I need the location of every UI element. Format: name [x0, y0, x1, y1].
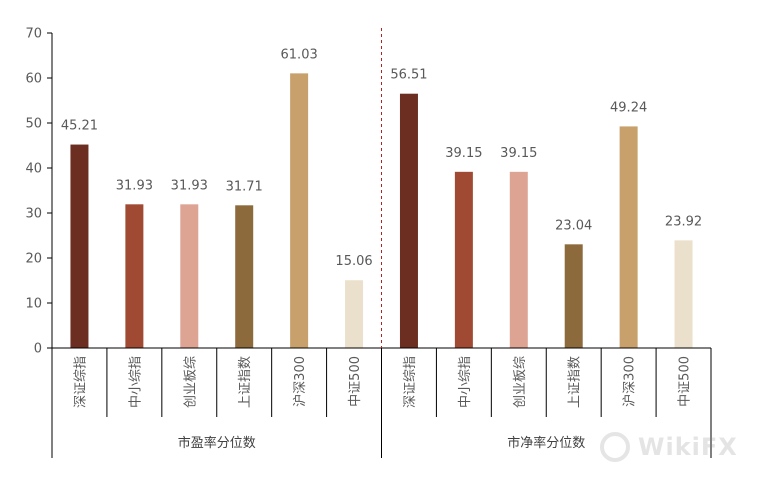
data-label: 23.04 [555, 218, 592, 233]
data-label: 39.15 [500, 146, 537, 161]
category-label: 上证指数 [238, 356, 253, 408]
group-label: 市盈率分位数 [178, 435, 256, 451]
bar [399, 93, 418, 348]
category-label: 创业板综 [513, 356, 528, 408]
x-axis: 深证综指 中小综指 创业板综 上证指数 沪深300 中证500 市盈率分位数 深证综指 中小综指… [51, 28, 712, 458]
data-label: 39.15 [445, 146, 482, 161]
wikifx-logo-icon [600, 432, 630, 462]
bar [564, 244, 583, 348]
data-label: 56.51 [390, 68, 427, 83]
y-tick-label: 60 [25, 72, 42, 87]
bar [345, 280, 364, 348]
y-tick-label: 70 [25, 27, 42, 42]
category-label: 中小综指 [458, 356, 473, 408]
category-label: 创业板综 [183, 356, 198, 408]
bar [180, 204, 199, 348]
bar [235, 205, 254, 348]
y-tick-label: 50 [25, 117, 42, 132]
data-label: 23.92 [665, 214, 702, 229]
watermark-text: WikiFX [638, 433, 738, 461]
bar [454, 171, 473, 348]
y-tick-label: 10 [25, 297, 42, 312]
category-label: 深证综指 [403, 356, 418, 408]
data-label: 49.24 [610, 100, 647, 115]
bar [619, 126, 638, 348]
y-tick-label: 40 [25, 162, 42, 177]
bar [290, 73, 309, 349]
data-label: 31.71 [226, 179, 263, 194]
category-label: 沪深300 [292, 356, 308, 407]
category-label: 上证指数 [568, 356, 583, 408]
group-label: 市净率分位数 [507, 435, 585, 451]
data-label: 31.93 [116, 178, 153, 193]
category-label: 中证500 [348, 356, 363, 407]
data-label: 31.93 [171, 178, 208, 193]
category-label: 深证综指 [73, 356, 88, 408]
category-label: 中证500 [678, 356, 693, 407]
bar [70, 144, 89, 348]
bar [509, 171, 528, 348]
category-label: 沪深300 [622, 356, 638, 407]
y-tick-label: 30 [25, 207, 42, 222]
bar [674, 240, 693, 348]
bars [70, 73, 693, 349]
data-label: 61.03 [281, 47, 318, 62]
y-axis: 0 10 20 30 40 50 60 70 [25, 27, 53, 357]
category-label: 中小综指 [128, 356, 143, 408]
bar [125, 204, 144, 348]
y-tick-label: 0 [34, 342, 42, 357]
data-labels: 45.21 31.93 31.93 31.71 61.03 15.06 56.51 39.15… [61, 47, 702, 269]
data-label: 45.21 [61, 119, 98, 134]
watermark-logo: WikiFX [598, 430, 748, 466]
data-label: 15.06 [335, 254, 372, 269]
y-tick-label: 20 [25, 252, 42, 267]
